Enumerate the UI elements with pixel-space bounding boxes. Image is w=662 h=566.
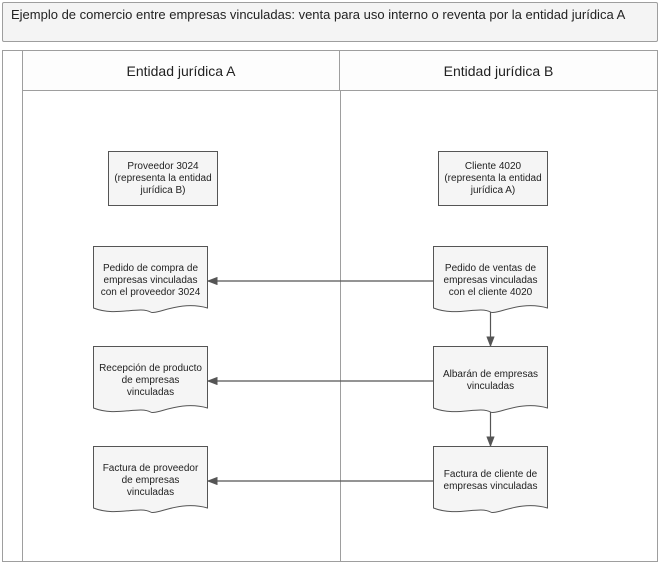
left-gutter xyxy=(3,51,23,561)
node-a_po: Pedido de compra de empresas vinculadas … xyxy=(93,246,208,316)
node-a_vendor_inv: Factura de proveedor de empresas vincula… xyxy=(93,446,208,516)
diagram-frame: Entidad jurídica A Entidad jurídica B Pr… xyxy=(2,50,658,562)
column-divider xyxy=(340,91,341,561)
node-b_packing: Albarán de empresas vinculadas xyxy=(433,346,548,416)
node-b_cust_inv: Factura de cliente de empresas vinculada… xyxy=(433,446,548,516)
column-header-b: Entidad jurídica B xyxy=(340,51,657,91)
node-b_customer: Cliente 4020 (representa la entidad jurí… xyxy=(438,151,548,206)
diagram-title: Ejemplo de comercio entre empresas vincu… xyxy=(2,2,658,42)
node-a_receipt: Recepción de producto de empresas vincul… xyxy=(93,346,208,416)
node-b_so: Pedido de ventas de empresas vinculadas … xyxy=(433,246,548,316)
diagram-canvas: Ejemplo de comercio entre empresas vincu… xyxy=(0,0,662,566)
node-a_supplier: Proveedor 3024 (representa la entidad ju… xyxy=(108,151,218,206)
column-header-a: Entidad jurídica A xyxy=(23,51,340,91)
